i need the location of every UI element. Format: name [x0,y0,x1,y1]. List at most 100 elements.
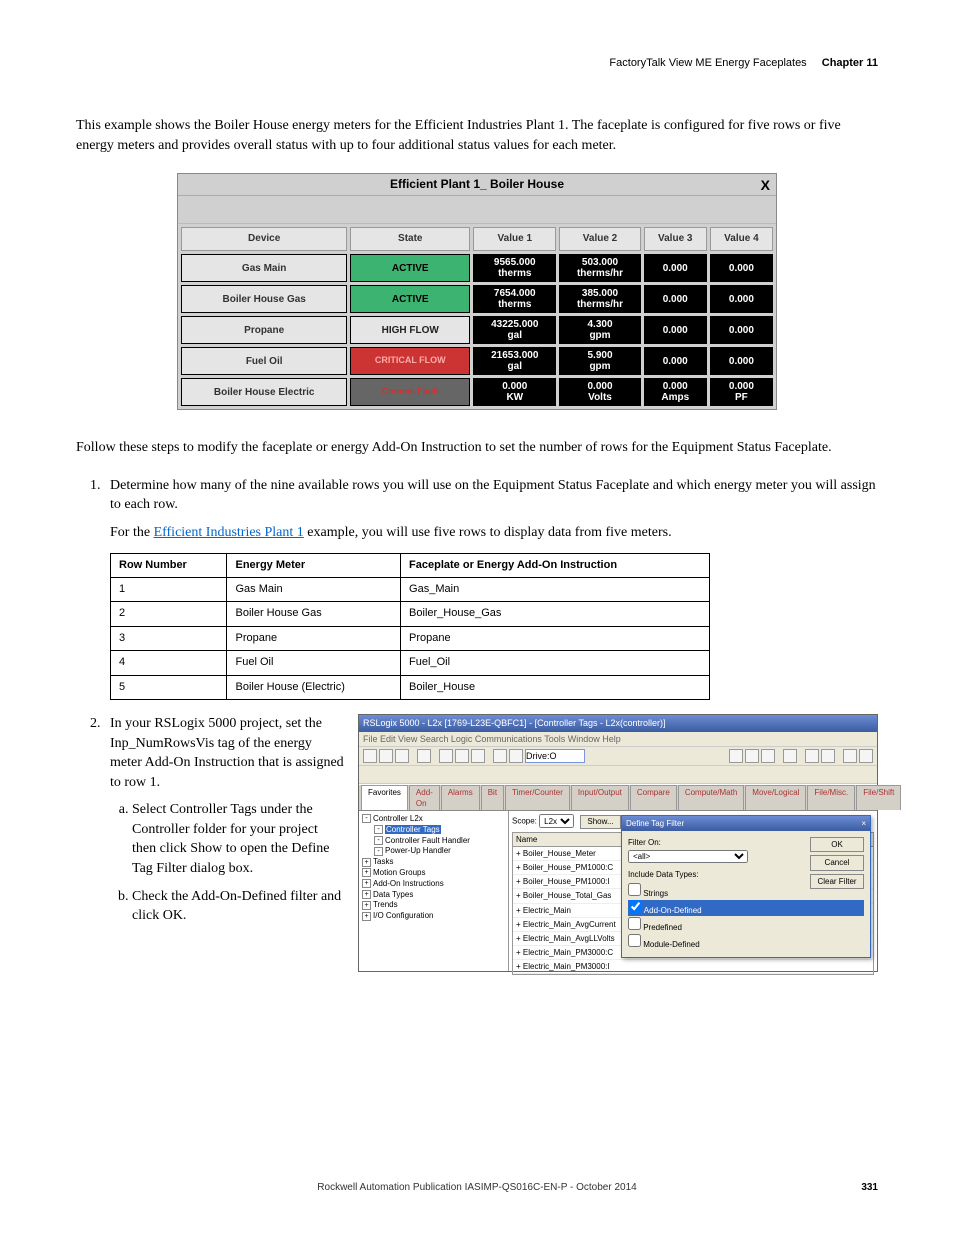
drive-input[interactable] [525,749,585,763]
dialog-ok-button[interactable]: OK [810,837,864,852]
fp-device[interactable]: Boiler House Gas [181,285,347,313]
dialog-cancel-button[interactable]: Cancel [810,855,864,870]
tree-expand-icon[interactable]: + [362,901,371,910]
toolbar-icon[interactable] [509,749,523,763]
toolbar-icon[interactable] [745,749,759,763]
fp-value4: 0.000 [710,254,773,282]
efficient-industries-link[interactable]: Efficient Industries Plant 1 [154,525,304,540]
rslogix-tab[interactable]: Add-On [409,785,440,810]
filter-checkbox[interactable] [629,900,642,913]
show-button[interactable]: Show... [580,815,620,829]
filter-check-item[interactable]: Predefined [628,917,864,933]
tree-node[interactable]: -Controller Fault Handler [362,836,505,847]
fp-value2: 385.000therms/hr [559,285,640,313]
rslogix-toolbar [359,747,877,766]
fp-state: Comms Fault [350,378,470,406]
rslogix-tab[interactable]: Alarms [441,785,480,810]
toolbar-icon[interactable] [439,749,453,763]
fp-device[interactable]: Propane [181,316,347,344]
tree-node[interactable]: +I/O Configuration [362,911,505,922]
dialog-close-icon[interactable]: × [861,818,866,829]
fp-device[interactable]: Gas Main [181,254,347,282]
fp-value3: 0.000 [644,254,707,282]
rslogix-tab[interactable]: Timer/Counter [505,785,570,810]
filter-check-item[interactable]: Add-On-Defined [628,900,864,916]
faceplate-spacer [178,196,776,224]
toolbar-icon[interactable] [455,749,469,763]
footer-text: Rockwell Automation Publication IASIMP-Q… [317,1182,636,1193]
tree-expand-icon[interactable]: + [362,858,371,867]
toolbar-icon[interactable] [729,749,743,763]
tree-expand-icon[interactable]: - [374,847,383,856]
intro-paragraph: This example shows the Boiler House ener… [76,116,878,155]
rslogix-instruction-tabs: FavoritesAdd-OnAlarmsBitTimer/CounterInp… [359,784,877,811]
tree-node[interactable]: +Tasks [362,857,505,868]
toolbar-icon[interactable] [783,749,797,763]
tree-expand-icon[interactable]: + [362,912,371,921]
filter-check-item[interactable]: Module-Defined [628,934,864,950]
map-cell: 5 [111,675,227,699]
toolbar-icon[interactable] [379,749,393,763]
filter-on-select[interactable]: <all> [628,850,748,863]
tree-node[interactable]: +Motion Groups [362,868,505,879]
rslogix-tab[interactable]: File/Shift [856,785,901,810]
fp-value3: 0.000Amps [644,378,707,406]
tree-node[interactable]: +Data Types [362,890,505,901]
fp-device[interactable]: Fuel Oil [181,347,347,375]
toolbar-icon[interactable] [395,749,409,763]
toolbar-icon[interactable] [859,749,873,763]
tree-node[interactable]: -Controller L2x [362,814,505,825]
dialog-clear-button[interactable]: Clear Filter [810,874,864,889]
toolbar-icon[interactable] [471,749,485,763]
tree-node[interactable]: +Trends [362,900,505,911]
faceplate-close-button[interactable]: X [761,176,770,196]
row-meter-mapping-table: Row NumberEnergy MeterFaceplate or Energ… [110,553,710,700]
faceplate-titlebar: Efficient Plant 1_ Boiler House X [178,174,776,196]
fp-value2: 0.000Volts [559,378,640,406]
rslogix-tab[interactable]: Bit [481,785,504,810]
tree-node[interactable]: -Controller Tags [362,825,505,836]
toolbar-icon[interactable] [761,749,775,763]
page-footer: Rockwell Automation Publication IASIMP-Q… [0,1181,954,1195]
toolbar-icon[interactable] [843,749,857,763]
fp-value2: 503.000therms/hr [559,254,640,282]
fp-state: ACTIVE [350,254,470,282]
tree-expand-icon[interactable]: + [362,868,371,877]
rslogix-tree[interactable]: -Controller L2x-Controller Tags-Controll… [359,811,509,971]
toolbar-icon[interactable] [805,749,819,763]
rslogix-tab[interactable]: Compute/Math [678,785,744,810]
toolbar-icon[interactable] [417,749,431,763]
filter-checkbox[interactable] [628,883,641,896]
fp-value1: 7654.000therms [473,285,556,313]
equipment-status-faceplate: Efficient Plant 1_ Boiler House X Device… [177,173,777,410]
fp-value3: 0.000 [644,347,707,375]
tree-node[interactable]: +Add-On Instructions [362,879,505,890]
tree-node[interactable]: -Power-Up Handler [362,846,505,857]
toolbar-icon[interactable] [363,749,377,763]
filter-checkbox[interactable] [628,934,641,947]
fp-value1: 21653.000gal [473,347,556,375]
rslogix-tab[interactable]: Move/Logical [745,785,806,810]
rslogix-tab[interactable]: File/Misc. [807,785,855,810]
tree-expand-icon[interactable]: - [362,814,371,823]
tree-expand-icon[interactable]: + [362,890,371,899]
tree-expand-icon[interactable]: - [374,825,383,834]
fp-value3: 0.000 [644,285,707,313]
rslogix-titlebar: RSLogix 5000 - L2x [1769-L23E-QBFC1] - [… [359,715,877,732]
toolbar-icon[interactable] [493,749,507,763]
define-tag-filter-dialog: Define Tag Filter × OK Cancel Clear Filt… [621,815,871,958]
fp-device[interactable]: Boiler House Electric [181,378,347,406]
rslogix-tab[interactable]: Input/Output [571,785,629,810]
filter-checkbox[interactable] [628,917,641,930]
toolbar-icon[interactable] [821,749,835,763]
tree-expand-icon[interactable]: - [374,836,383,845]
tree-expand-icon[interactable]: + [362,879,371,888]
map-cell: Propane [401,626,710,650]
tag-row[interactable]: + Electric_Main_PM3000:I [513,960,873,974]
scope-select[interactable]: L2x [539,814,574,828]
rslogix-tab[interactable]: Favorites [361,785,408,810]
rslogix-tab[interactable]: Compare [630,785,677,810]
fp-state: ACTIVE [350,285,470,313]
step1-substep: For the Efficient Industries Plant 1 exa… [110,523,878,543]
fp-col-value1: Value 1 [473,227,556,251]
